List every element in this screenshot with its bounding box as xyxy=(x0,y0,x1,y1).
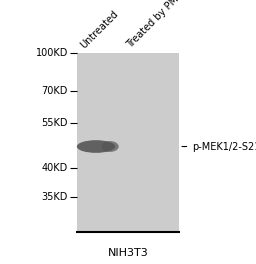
Text: NIH3T3: NIH3T3 xyxy=(108,248,148,258)
Text: Treated by PMA: Treated by PMA xyxy=(125,0,185,50)
Text: 40KD: 40KD xyxy=(41,163,68,173)
Text: 55KD: 55KD xyxy=(41,118,68,128)
Text: 35KD: 35KD xyxy=(41,192,68,202)
Text: 70KD: 70KD xyxy=(41,86,68,96)
Bar xyxy=(77,53,179,232)
Ellipse shape xyxy=(101,141,119,152)
Ellipse shape xyxy=(77,140,115,153)
Text: Untreated: Untreated xyxy=(79,8,120,50)
Text: p-MEK1/2-S217/221: p-MEK1/2-S217/221 xyxy=(192,142,256,152)
Text: 100KD: 100KD xyxy=(36,48,68,58)
